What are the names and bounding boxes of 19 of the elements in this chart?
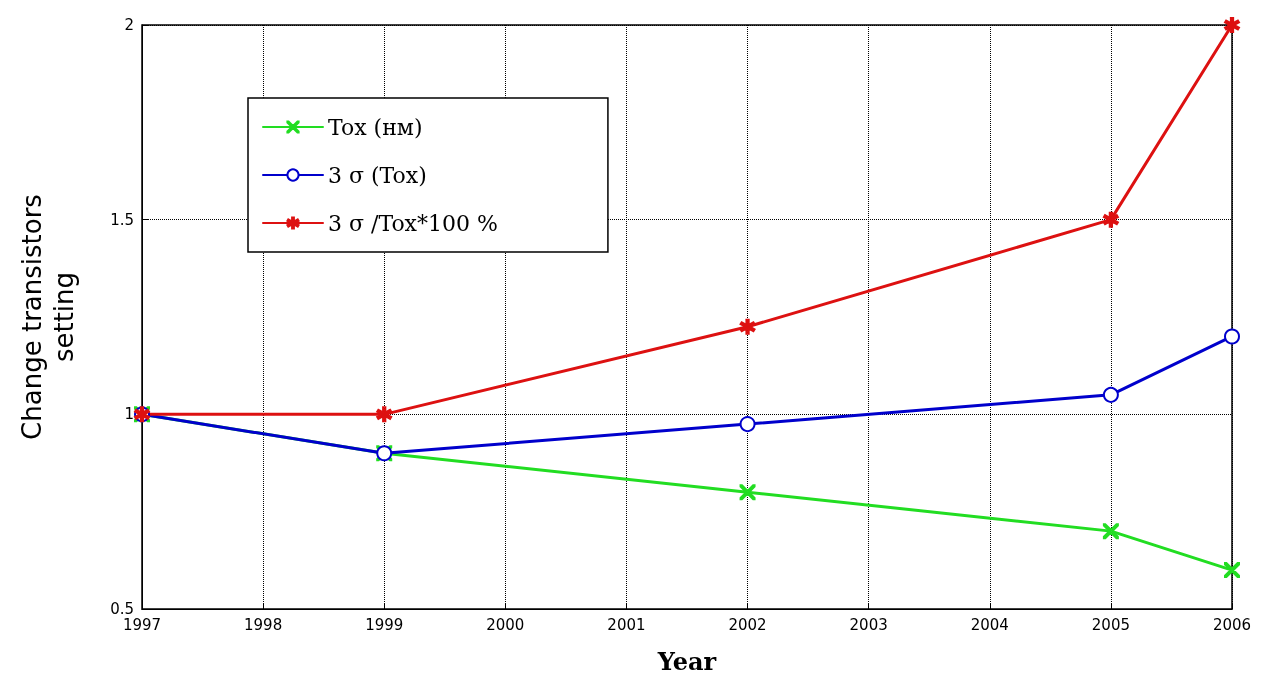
x-tick-label: 1997	[122, 615, 162, 634]
legend-label: 3 σ (Tox)	[328, 162, 427, 188]
legend-label: Tox (нм)	[328, 114, 423, 140]
x-tick-label: 2000	[486, 615, 525, 634]
x-tick-label: 2005	[1091, 615, 1130, 634]
legend-label: 3 σ /Tox*100 %	[328, 210, 498, 236]
x-tick-label: 1999	[365, 615, 404, 634]
y-tick-label: 2	[124, 16, 134, 34]
y-tick-label: 1	[124, 405, 134, 424]
y-axis-title: Change transistors setting	[17, 194, 79, 440]
x-tick-label: 2002	[728, 615, 767, 634]
x-tick-label: 2006	[1212, 615, 1252, 634]
x-tick-label: 2003	[849, 615, 888, 634]
x-tick-label: 2004	[970, 615, 1009, 634]
x-tick-label: 2001	[607, 615, 646, 634]
x-axis-title: Year	[656, 646, 717, 676]
y-tick-label: 0.5	[110, 600, 134, 618]
x-tick-label: 1998	[244, 615, 283, 634]
y-tick-label: 1.5	[110, 210, 134, 229]
